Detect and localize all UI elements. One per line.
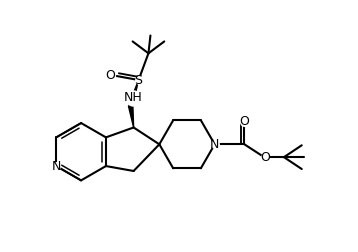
Text: S: S <box>135 74 142 86</box>
Text: O: O <box>260 151 270 164</box>
Text: NH: NH <box>123 91 142 104</box>
Polygon shape <box>129 105 134 128</box>
Text: O: O <box>240 115 249 128</box>
Text: N: N <box>210 138 219 151</box>
Text: O: O <box>105 69 115 82</box>
Polygon shape <box>129 80 139 106</box>
Text: N: N <box>52 160 61 173</box>
